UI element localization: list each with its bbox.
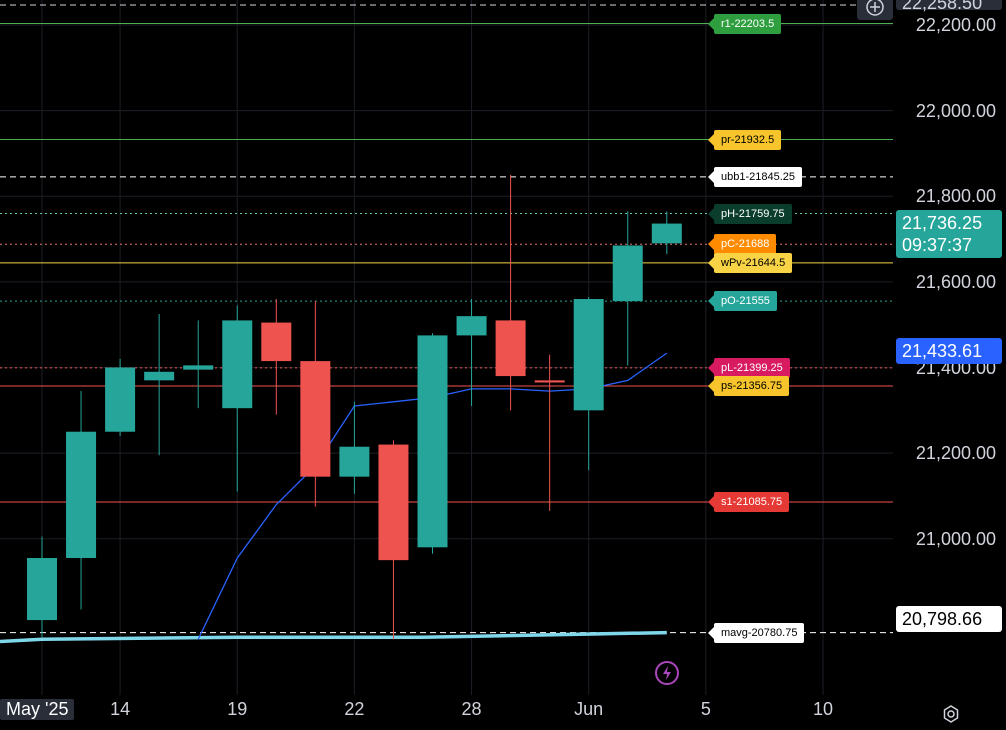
- level-tag: pH-21759.75: [708, 203, 792, 224]
- mavg-price-badge-value: 20,798.66: [902, 609, 983, 629]
- blue-line-price-badge-value: 21,433.61: [902, 341, 983, 361]
- candle-body[interactable]: [612, 245, 643, 302]
- time-tick-label: 5: [700, 699, 711, 719]
- candle-body[interactable]: [339, 446, 370, 477]
- top-price-badge-value: 22,258.50: [902, 0, 983, 13]
- candle-body[interactable]: [573, 299, 604, 411]
- candle-body[interactable]: [456, 316, 487, 336]
- plus-circle-icon: [866, 0, 884, 16]
- candle-body[interactable]: [183, 365, 214, 370]
- mavg-line: [0, 630, 667, 644]
- candle-body[interactable]: [261, 322, 292, 362]
- candle-body[interactable]: [66, 431, 97, 559]
- time-tick-label: 14: [110, 699, 131, 719]
- candle-body[interactable]: [300, 361, 331, 477]
- lightning-icon[interactable]: [654, 660, 680, 686]
- time-axis[interactable]: May '25 14 19 22 28 Jun 5 10: [0, 695, 1006, 730]
- candle-body[interactable]: [417, 335, 448, 548]
- price-tick-label: 21,000.00: [915, 528, 996, 549]
- level-tag: wPv-21644.5: [707, 252, 793, 273]
- candle-body[interactable]: [27, 558, 57, 621]
- price-tick-label: 21,800.00: [915, 186, 996, 207]
- candles: [27, 174, 682, 640]
- time-tick-label: May '25: [0, 699, 75, 720]
- top-price-badge: 22,258.50: [896, 0, 1002, 13]
- settings-icon[interactable]: [941, 704, 961, 724]
- last-price-badge-value: 21,736.25: [902, 213, 983, 233]
- time-tick-label: Jun: [574, 699, 604, 719]
- countdown-timer: 09:37:37: [902, 235, 973, 255]
- level-tag: pO-21555: [708, 291, 777, 312]
- level-tag: ubb1-21845.25: [707, 166, 803, 187]
- time-tick-label: 22: [344, 699, 365, 719]
- mavg-path: [0, 630, 667, 644]
- level-tag: pL-21399.25: [708, 357, 790, 378]
- candle-body[interactable]: [378, 444, 409, 561]
- add-alert-button[interactable]: [857, 0, 893, 20]
- candle-body[interactable]: [222, 320, 253, 409]
- last-price-badge: 21,736.25 09:37:37: [896, 210, 1002, 258]
- price-tick-label: 21,600.00: [915, 271, 996, 292]
- level-tag: s1-21085.75: [707, 492, 790, 513]
- level-tag: pr-21932.5: [707, 129, 782, 150]
- level-tag: ps-21356.75: [707, 376, 790, 397]
- candle-body[interactable]: [495, 320, 526, 377]
- level-tag: pC-21688: [707, 234, 777, 255]
- level-tag: mavg-20780.75: [707, 622, 805, 643]
- blue-line-price-badge: 21,433.61: [896, 338, 1002, 364]
- mavg-price-badge: 20,798.66: [896, 606, 1002, 632]
- price-tick-label: 22,000.00: [915, 100, 996, 121]
- candle-body[interactable]: [651, 223, 682, 244]
- candle-body[interactable]: [144, 371, 175, 381]
- price-tick-label: 22,200.00: [915, 15, 996, 36]
- level-tag: r1-22203.5: [707, 13, 782, 34]
- price-tick-label: 21,200.00: [915, 443, 996, 464]
- candle-body[interactable]: [534, 380, 565, 383]
- time-tick-label: 28: [461, 699, 482, 719]
- time-tick-label: 19: [227, 699, 248, 719]
- time-tick-label: 10: [812, 699, 834, 719]
- candle-body[interactable]: [105, 367, 136, 432]
